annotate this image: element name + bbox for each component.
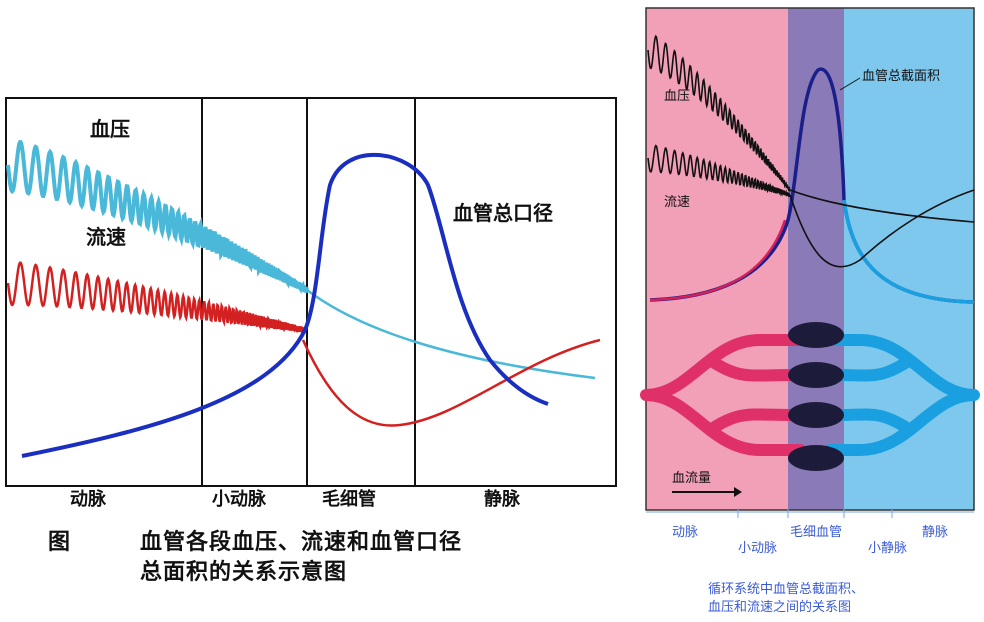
segment-vein: 静脉 xyxy=(484,488,521,510)
right-diagram: 血管总截面积 血压 流速 血流量 动脉 小动脉 毛细血管 小静脉 静脉 循环系统… xyxy=(630,0,984,618)
vessel-network xyxy=(640,322,980,471)
right-caption-line-2: 血压和流速之间的关系图 xyxy=(708,600,852,615)
flow-label: 血流量 xyxy=(672,471,711,486)
area-curve-blue-part xyxy=(842,199,975,304)
area-callout-line xyxy=(839,77,861,91)
flow-arrow-head xyxy=(734,487,742,497)
velocity-label: 流速 xyxy=(86,225,126,249)
velocity-tail xyxy=(301,338,601,427)
area-curve-red-part xyxy=(649,219,787,302)
pressure-tail xyxy=(306,289,596,380)
right-chart-svg: 血管总截面积 血压 流速 血流量 动脉 小动脉 毛细血管 小静脉 静脉 xyxy=(640,7,980,556)
segment-arteriole: 小动脉 xyxy=(212,488,267,510)
capillary-zone xyxy=(788,8,844,510)
segment-capillary: 毛细管 xyxy=(322,488,376,510)
left-diagram: 血压 流速 血管总口径 动脉 小动脉 毛细管 静脉 图 血管各段血压、流速和血管… xyxy=(5,97,617,585)
right-pressure-label: 血压 xyxy=(664,89,690,104)
r-segment-venule: 小静脉 xyxy=(868,541,907,556)
r-segment-artery: 动脉 xyxy=(672,525,698,540)
r-segment-arteriole: 小动脉 xyxy=(738,541,777,556)
right-velocity-label: 流速 xyxy=(664,195,690,210)
right-caption-line-1: 循环系统中血管总截面积、 xyxy=(708,582,865,597)
right-pressure-tail xyxy=(789,189,975,223)
right-velocity-curve xyxy=(647,144,791,198)
diameter-curve xyxy=(21,152,549,458)
right-pressure-curve xyxy=(647,34,791,192)
pressure-curve xyxy=(6,140,309,295)
velocity-curve xyxy=(6,261,304,333)
caption-line-1: 血管各段血压、流速和血管口径 xyxy=(140,530,463,555)
pressure-label: 血压 xyxy=(90,117,130,141)
right-frame xyxy=(645,7,975,511)
right-velocity-tail xyxy=(789,189,975,268)
diameter-label: 血管总口径 xyxy=(453,201,553,225)
area-label: 血管总截面积 xyxy=(862,69,940,84)
caption-line-2: 总面积的关系示意图 xyxy=(140,560,348,585)
r-segment-vein: 静脉 xyxy=(922,525,948,540)
caption-prefix: 图 xyxy=(48,530,72,555)
r-segment-capillary: 毛细血管 xyxy=(790,525,842,540)
segment-artery: 动脉 xyxy=(70,488,107,510)
left-chart-svg: 血压 流速 血管总口径 动脉 小动脉 毛细管 静脉 xyxy=(5,97,617,510)
